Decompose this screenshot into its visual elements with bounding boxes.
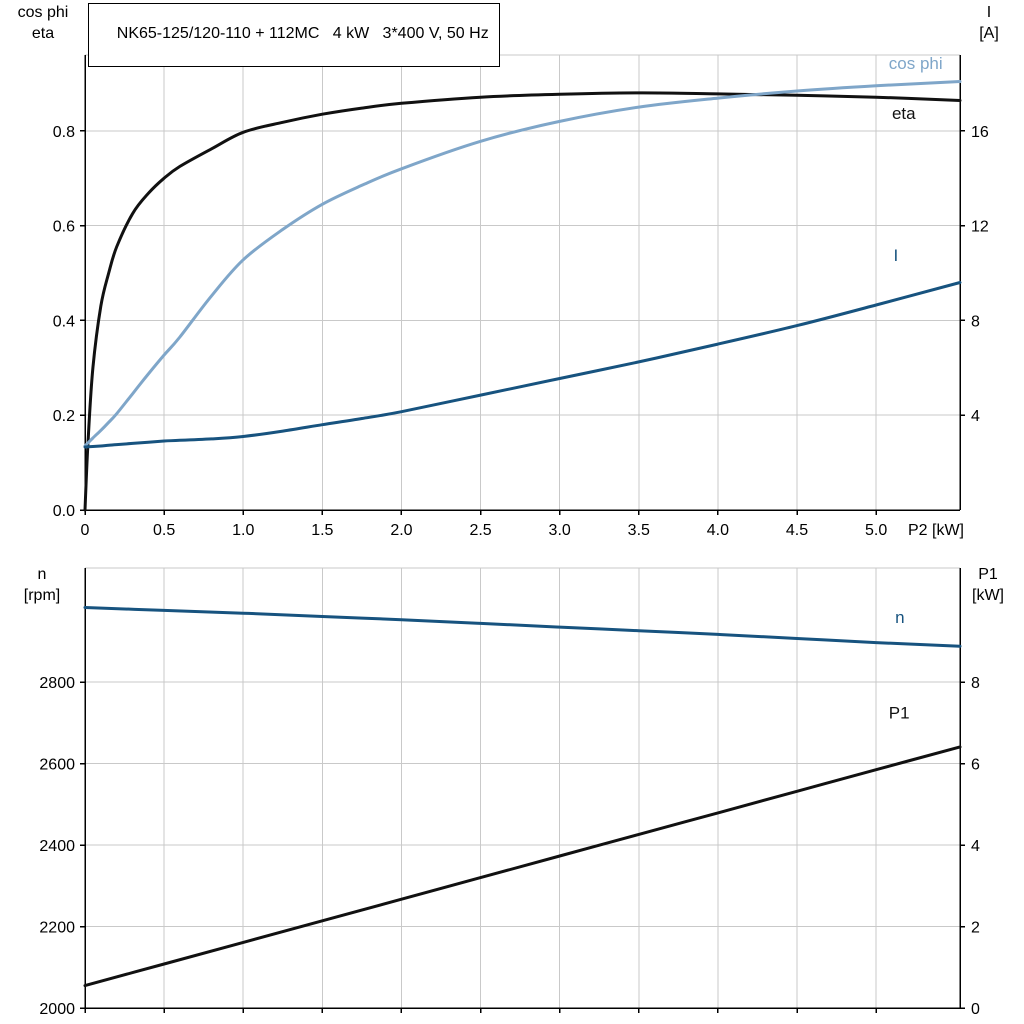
series-eta-label: eta <box>892 104 916 123</box>
top-right-axis-title: I [A] <box>960 2 1018 44</box>
series-p1-label: P1 <box>889 704 910 723</box>
x-tick-label: 0 <box>81 522 90 539</box>
series-cos-phi-label: cos phi <box>889 54 943 73</box>
y-left-tick-label: 2200 <box>39 920 75 937</box>
series-p1-curve <box>83 745 962 988</box>
top-left-axis-title: cos phi eta <box>6 2 80 44</box>
y-left-tick-label: 0.4 <box>53 313 75 330</box>
x-axis-unit-label: P2 [kW] <box>908 522 964 539</box>
y-left-tick-label: 2000 <box>39 1001 75 1018</box>
bottom-right-axis-title: P1 [kW] <box>958 564 1018 606</box>
y-left-tick-label: 2600 <box>39 757 75 774</box>
x-tick-label: 3.5 <box>628 522 650 539</box>
y-right-tick-label: 8 <box>971 313 980 330</box>
x-tick-label: 2.0 <box>390 522 412 539</box>
series-n-label: n <box>895 608 904 627</box>
y-right-tick-label: 6 <box>971 757 980 774</box>
x-tick-label: 1.5 <box>311 522 333 539</box>
chart-title-box: NK65-125/120-110 + 112MC 4 kW 3*400 V, 5… <box>88 3 500 67</box>
y-right-tick-label: 8 <box>971 675 980 692</box>
series-cos-phi-curve <box>83 80 962 448</box>
series-n-curve <box>83 606 962 648</box>
axis-title-current-unit: [A] <box>979 25 999 42</box>
y-right-tick-label: 4 <box>971 408 980 425</box>
chart-title: NK65-125/120-110 + 112MC 4 kW 3*400 V, 5… <box>116 25 489 42</box>
x-tick-label: 1.0 <box>232 522 254 539</box>
axis-title-input-power: P1 <box>978 566 998 583</box>
series-i-label: I <box>894 246 899 265</box>
y-right-tick-label: 0 <box>971 1001 980 1018</box>
series-eta-curve <box>83 91 962 512</box>
y-left-tick-label: 2400 <box>39 838 75 855</box>
y-left-tick-label: 0.0 <box>53 503 75 520</box>
axis-title-speed: n <box>37 566 47 583</box>
x-tick-label: 3.0 <box>549 522 571 539</box>
x-tick-label: 0.5 <box>153 522 175 539</box>
axis-title-current: I <box>986 4 992 21</box>
y-right-tick-label: 2 <box>971 920 980 937</box>
axis-title-eta: eta <box>31 25 55 42</box>
y-left-tick-label: 0.2 <box>53 408 75 425</box>
x-tick-label: 4.0 <box>707 522 729 539</box>
x-tick-label: 5.0 <box>865 522 887 539</box>
y-left-tick-label: 2800 <box>39 675 75 692</box>
series-i-curve <box>83 281 962 449</box>
axis-title-input-power-unit: [kW] <box>972 587 1004 604</box>
top-chart-svg: 0 0.5 1.0 1.5 2.0 2.5 3.0 3.5 4.0 4.5 5.0 0.0 0.2 0.4… <box>53 54 989 539</box>
x-tick-label: 4.5 <box>786 522 808 539</box>
y-left-tick-label: 0.8 <box>53 124 75 141</box>
bottom-chart-svg: 2000 2200 2400 2600 2800 0 2 4 6 8 n P1 <box>39 567 980 1018</box>
bottom-left-axis-title: n [rpm] <box>4 564 80 606</box>
y-right-tick-label: 4 <box>971 838 980 855</box>
x-tick-label: 2.5 <box>469 522 491 539</box>
y-right-tick-label: 16 <box>971 124 989 141</box>
y-right-tick-label: 12 <box>971 219 989 236</box>
axis-title-speed-unit: [rpm] <box>23 587 61 604</box>
y-left-tick-label: 0.6 <box>53 219 75 236</box>
axis-title-cos-phi: cos phi <box>17 4 69 21</box>
